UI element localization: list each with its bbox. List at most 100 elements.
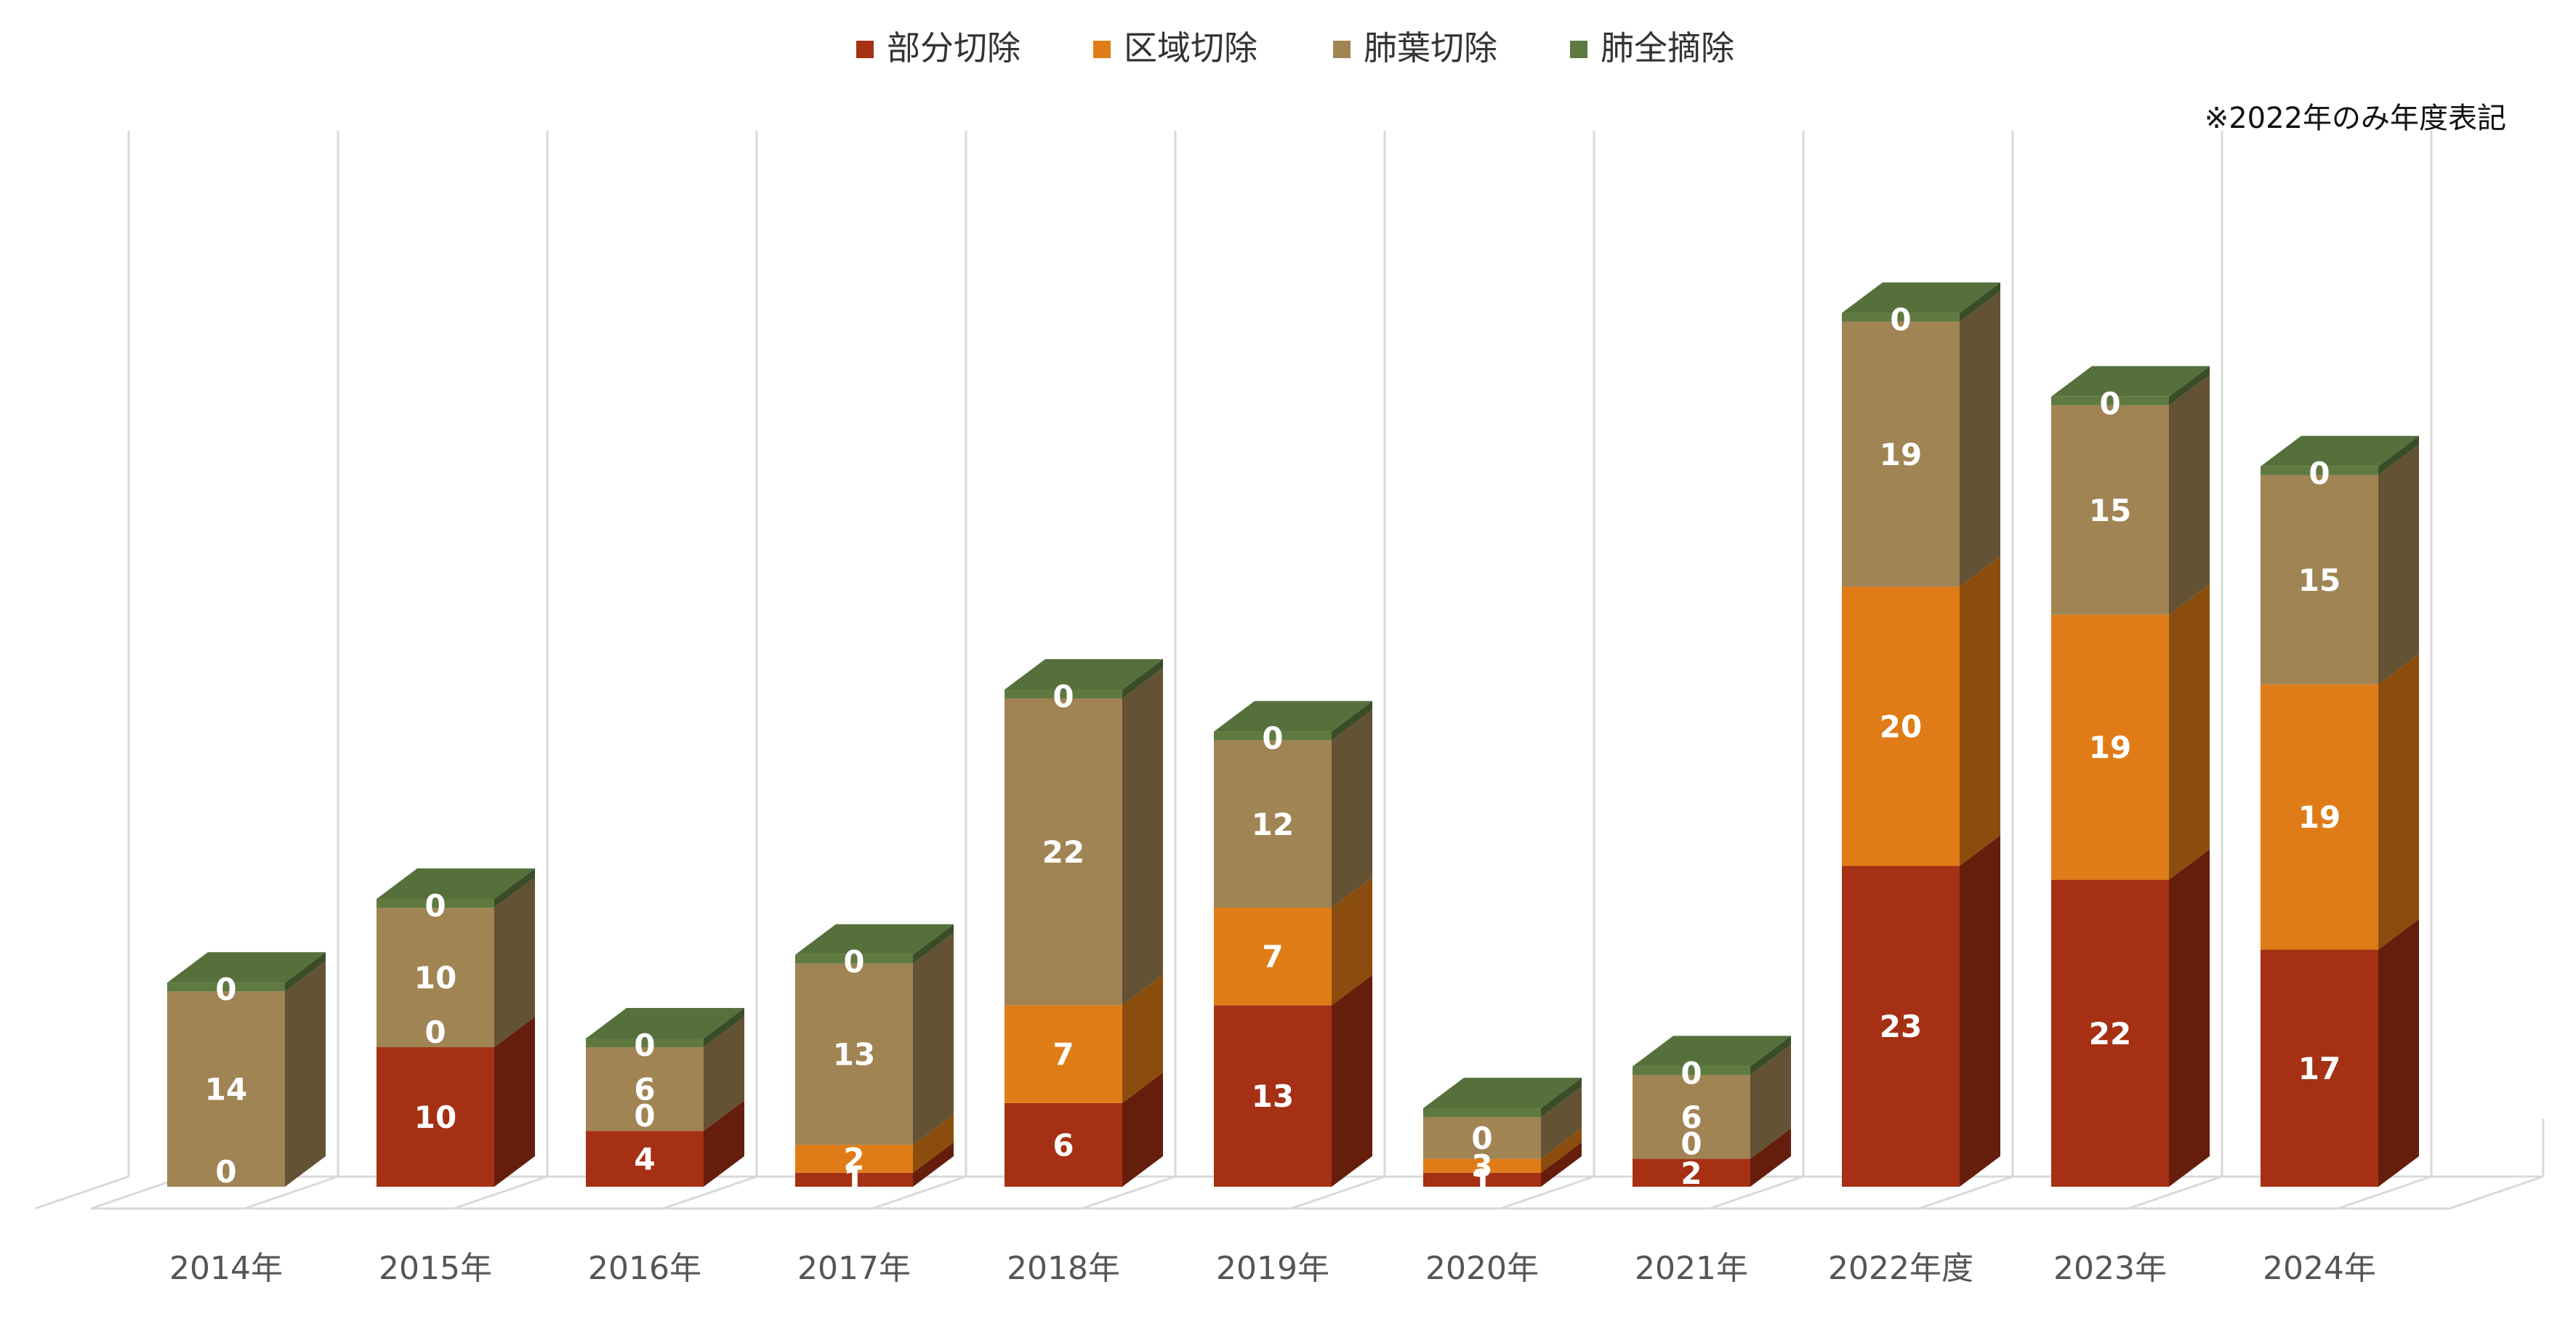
data-label-4-3: 0 [1052, 679, 1074, 714]
floor-gridline-3 [662, 1175, 757, 1210]
bar-front-10-2 [2261, 475, 2378, 685]
bar-side-0-2 [285, 961, 326, 1187]
floor-gridline-1 [243, 1175, 339, 1210]
bar-top-9 [2051, 366, 2210, 397]
legend-swatch-3 [1570, 41, 1587, 58]
gridlines [34, 131, 2433, 1210]
data-label-1-1: 0 [424, 1015, 446, 1050]
bar-group-9 [2051, 366, 2210, 1187]
data-label-2-3: 0 [634, 1028, 655, 1063]
bar-side-5-1 [1332, 877, 1372, 1006]
floor-gridline-9 [1918, 1175, 2013, 1210]
floor-gridline-2 [453, 1175, 548, 1210]
legend-label-0: 部分切除 [887, 28, 1021, 68]
data-label-5-0: 13 [1252, 1078, 1294, 1114]
bar-group-5 [1214, 701, 1372, 1187]
bar-front-3-3 [795, 954, 913, 964]
data-label-4-1: 7 [1052, 1037, 1074, 1073]
bar-front-10-3 [2261, 466, 2378, 475]
bar-front-9-1 [2051, 614, 2169, 880]
bar-front-8-0 [1842, 866, 1960, 1187]
x-tick-5: 2019年 [1216, 1250, 1329, 1287]
bar-side-9-0 [2169, 849, 2210, 1187]
bar-group-7 [1633, 1036, 1791, 1187]
x-tick-8: 2022年度 [1828, 1250, 1973, 1287]
bar-front-3-0 [795, 1172, 913, 1187]
floor-gridline-4 [872, 1175, 967, 1210]
bar-front-5-3 [1214, 731, 1332, 741]
bar-front-8-3 [1842, 312, 1960, 322]
data-label-10-2: 15 [2298, 562, 2340, 598]
data-label-4-2: 22 [1042, 834, 1084, 870]
bar-side-2-3 [704, 1008, 744, 1047]
bar-side-10-1 [2378, 653, 2419, 950]
bar-group-3 [795, 924, 954, 1187]
data-label-1-3: 0 [424, 888, 446, 924]
data-label-2-0: 4 [634, 1142, 655, 1177]
bar-group-8 [1842, 282, 2000, 1187]
bar-side-8-0 [1960, 835, 2000, 1187]
bar-side-8-2 [1960, 291, 2000, 587]
bar-front-10-1 [2261, 684, 2378, 950]
bar-top-5 [1214, 701, 1372, 732]
data-label-10-1: 19 [2298, 799, 2340, 835]
floor-gridline-8 [1709, 1175, 1804, 1210]
bar-side-4-2 [1122, 668, 1163, 1006]
bar-side-4-1 [1122, 975, 1163, 1103]
bar-side-10-0 [2378, 919, 2419, 1187]
legend-swatch-0 [856, 41, 874, 58]
floor-outline [90, 1175, 2544, 1210]
x-tick-4: 2018年 [1007, 1250, 1120, 1287]
bar-side-8-3 [1960, 282, 2000, 322]
bar-front-2-3 [586, 1038, 704, 1047]
data-label-9-2: 15 [2089, 493, 2131, 528]
data-label-2-2: 6 [634, 1072, 655, 1108]
bar-group-4 [1005, 659, 1163, 1187]
chart-note: ※2022年のみ年度表記 [2205, 102, 2506, 135]
bar-front-4-0 [1005, 1102, 1122, 1187]
bar-front-7-3 [1633, 1066, 1750, 1076]
x-tick-7: 2021年 [1635, 1250, 1748, 1287]
data-label-1-2: 10 [414, 960, 456, 996]
bar-front-4-1 [1005, 1005, 1122, 1103]
bar-front-5-1 [1214, 908, 1332, 1006]
data-label-2-1: 0 [634, 1098, 655, 1134]
x-axis: 2014年 2015年 2016年 2017年 2018年 2019年 2020年 2021年… [169, 1250, 2376, 1287]
legend-label-1: 区域切除 [1124, 28, 1257, 68]
bar-front-9-3 [2051, 396, 2169, 406]
data-label-4-0: 6 [1052, 1127, 1074, 1163]
bar-front-10-0 [2261, 949, 2378, 1187]
data-label-0-1: 14 [205, 1072, 247, 1108]
bar-side-6-1 [1541, 1128, 1582, 1173]
bar-front-1-2 [377, 908, 494, 1047]
bar-side-9-2 [2169, 374, 2210, 615]
bar-side-8-1 [1960, 556, 2000, 866]
bar-front-6-2 [1423, 1117, 1541, 1159]
bar-side-10-3 [2378, 435, 2419, 475]
bar-side-3-0 [913, 1142, 954, 1187]
bar-front-9-0 [2051, 879, 2169, 1187]
bar-front-0-3 [167, 983, 285, 992]
bar-top-1 [377, 868, 535, 899]
data-label-7-0: 2 [1681, 1155, 1702, 1191]
floor-gridline-11 [2337, 1175, 2432, 1210]
bar-side-6-0 [1541, 1142, 1582, 1187]
bar-front-3-1 [795, 1145, 913, 1173]
bar-front-5-0 [1214, 1005, 1332, 1187]
legend-label-3: 肺全摘除 [1601, 28, 1734, 68]
bar-front-8-1 [1842, 586, 1960, 866]
data-label-5-1: 7 [1262, 939, 1283, 975]
bar-top-4 [1005, 659, 1163, 690]
data-label-7-1: 0 [1681, 1126, 1702, 1162]
bar-top-6 [1423, 1078, 1582, 1108]
data-label-6-1: 3 [1471, 1148, 1492, 1184]
bar-group-1 [377, 868, 535, 1187]
data-label-0-2: 0 [215, 972, 236, 1007]
bar-front-7-0 [1633, 1158, 1750, 1187]
bar-side-2-0 [704, 1100, 744, 1187]
legend-swatch-2 [1333, 41, 1351, 58]
data-label-6-2: 0 [1471, 1121, 1492, 1156]
data-label-3-2: 13 [833, 1037, 875, 1073]
data-labels: 0140100100406012130672201371201302060232… [205, 302, 2340, 1198]
bar-side-10-2 [2378, 444, 2419, 685]
